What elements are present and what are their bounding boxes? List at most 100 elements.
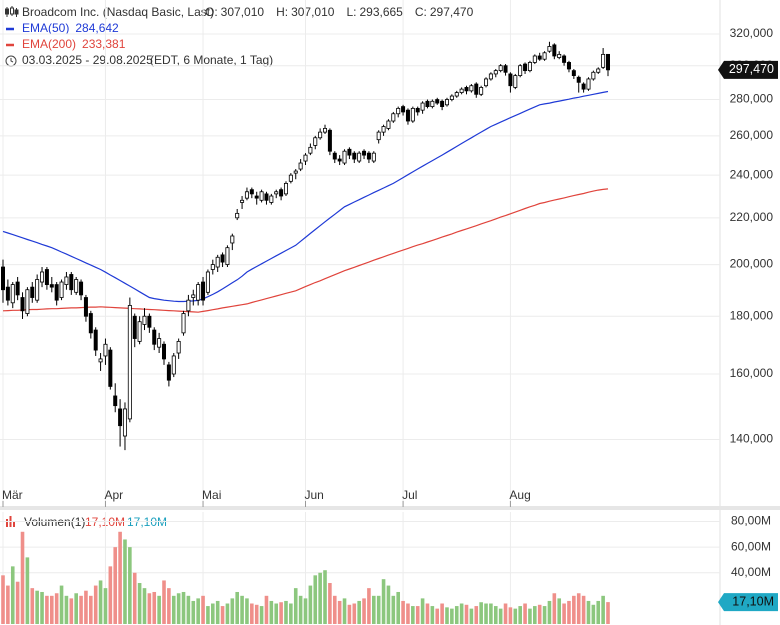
candle-body [88, 313, 93, 334]
candle-body [444, 99, 449, 106]
candle-body [357, 152, 362, 162]
volume-bar [576, 593, 581, 624]
y-tick-label: 60,00M [731, 539, 771, 553]
candle-body [98, 358, 103, 363]
volume-bar [186, 595, 191, 624]
volume-bar [128, 547, 132, 624]
volume-bar [450, 608, 454, 624]
candle-body [230, 235, 235, 244]
volume-bar [196, 598, 200, 624]
volume-bar [132, 572, 137, 624]
candle-body [464, 87, 469, 92]
volume-bar [567, 600, 571, 624]
volume-bar [147, 593, 152, 624]
volume-bar [167, 588, 171, 624]
volume-bar [250, 603, 254, 624]
candle-body [108, 349, 113, 387]
candles [0, 41, 611, 451]
volume-bar [367, 588, 371, 624]
candle-body [225, 247, 230, 265]
candle-body [40, 271, 45, 283]
x-tick-label: Jun [305, 488, 324, 502]
candle-body [15, 281, 20, 296]
candle-body [474, 83, 479, 95]
y-tick-label: 320,000 [730, 26, 774, 40]
volume-bar [123, 539, 127, 624]
candle-body [337, 158, 342, 162]
volume-bar [591, 604, 596, 624]
volume-bar [274, 603, 279, 624]
candle-body [366, 152, 371, 160]
candle-body [166, 364, 171, 381]
x-tick-label: Apr [104, 488, 123, 502]
y-tick-label: 200,000 [730, 257, 774, 271]
candle-body [484, 78, 489, 87]
candle-body [537, 55, 542, 60]
candle-body [488, 73, 493, 80]
volume-bar [289, 603, 293, 624]
candle-body [288, 174, 293, 182]
candle-body [576, 76, 581, 83]
candle-body [113, 395, 118, 407]
volume-bar [518, 606, 522, 624]
volume-bar [440, 603, 444, 624]
legend-value: 233,381 [82, 37, 126, 51]
candle-body [264, 193, 269, 201]
candle-body [259, 191, 264, 201]
volume-bar [298, 595, 303, 624]
volume-bar [372, 595, 376, 624]
candle-body [532, 55, 537, 63]
volume-bar [89, 595, 93, 624]
volume-bar [206, 606, 210, 624]
volume-legend-value: 17,10M [127, 515, 167, 529]
candle-body [479, 87, 484, 95]
volume-bar [191, 600, 196, 624]
volume-bar [386, 585, 391, 624]
volume-bar [606, 602, 610, 624]
candle-body [283, 182, 288, 195]
volume-bar [6, 585, 10, 624]
date-range: 03.03.2025 - 29.08.2025 [22, 53, 153, 67]
candle-body [0, 266, 6, 291]
volume-bar [98, 580, 103, 624]
volume-bar [508, 607, 513, 624]
ema-lines [2, 90, 609, 313]
volume-bar [542, 606, 547, 624]
y-tick-label: 160,000 [730, 366, 774, 380]
candle-body [498, 65, 503, 72]
candle-body [20, 297, 25, 312]
candle-body [122, 408, 127, 437]
candle-body [205, 271, 210, 293]
chart-title: Broadcom Inc. (Nasdaq Basic, Last) [22, 5, 214, 19]
y-tick-label: 180,000 [730, 308, 774, 322]
candle-body [571, 70, 576, 77]
volume-bar [10, 566, 15, 624]
ohlc-label: L: [346, 5, 356, 19]
candle-body [171, 355, 176, 375]
y-tick-label: 220,000 [730, 210, 774, 224]
volume-bar [337, 600, 342, 624]
ohlc-label: C: [415, 5, 427, 19]
candle-body [606, 53, 611, 71]
volume-bar [318, 572, 322, 624]
price-tag-label: 297,470 [729, 62, 774, 76]
candle-body [279, 189, 284, 197]
volume-bar [430, 606, 435, 624]
candle-body [118, 408, 123, 427]
volume-bar [376, 595, 381, 624]
x-tick-label: Jul [402, 488, 417, 502]
volume-bar [176, 593, 181, 624]
volume-bar [601, 595, 605, 624]
volume-bar [513, 608, 518, 624]
candle-body [542, 52, 547, 60]
ema-line [2, 188, 609, 313]
candle-body [93, 329, 98, 351]
candle-body [493, 70, 498, 75]
volume-bar [572, 595, 576, 624]
candle-body [449, 95, 454, 100]
candle-body [523, 63, 528, 72]
candle-body [35, 279, 40, 301]
volume-bar [596, 600, 601, 624]
grid [0, 0, 720, 624]
volume-bar [537, 604, 542, 624]
